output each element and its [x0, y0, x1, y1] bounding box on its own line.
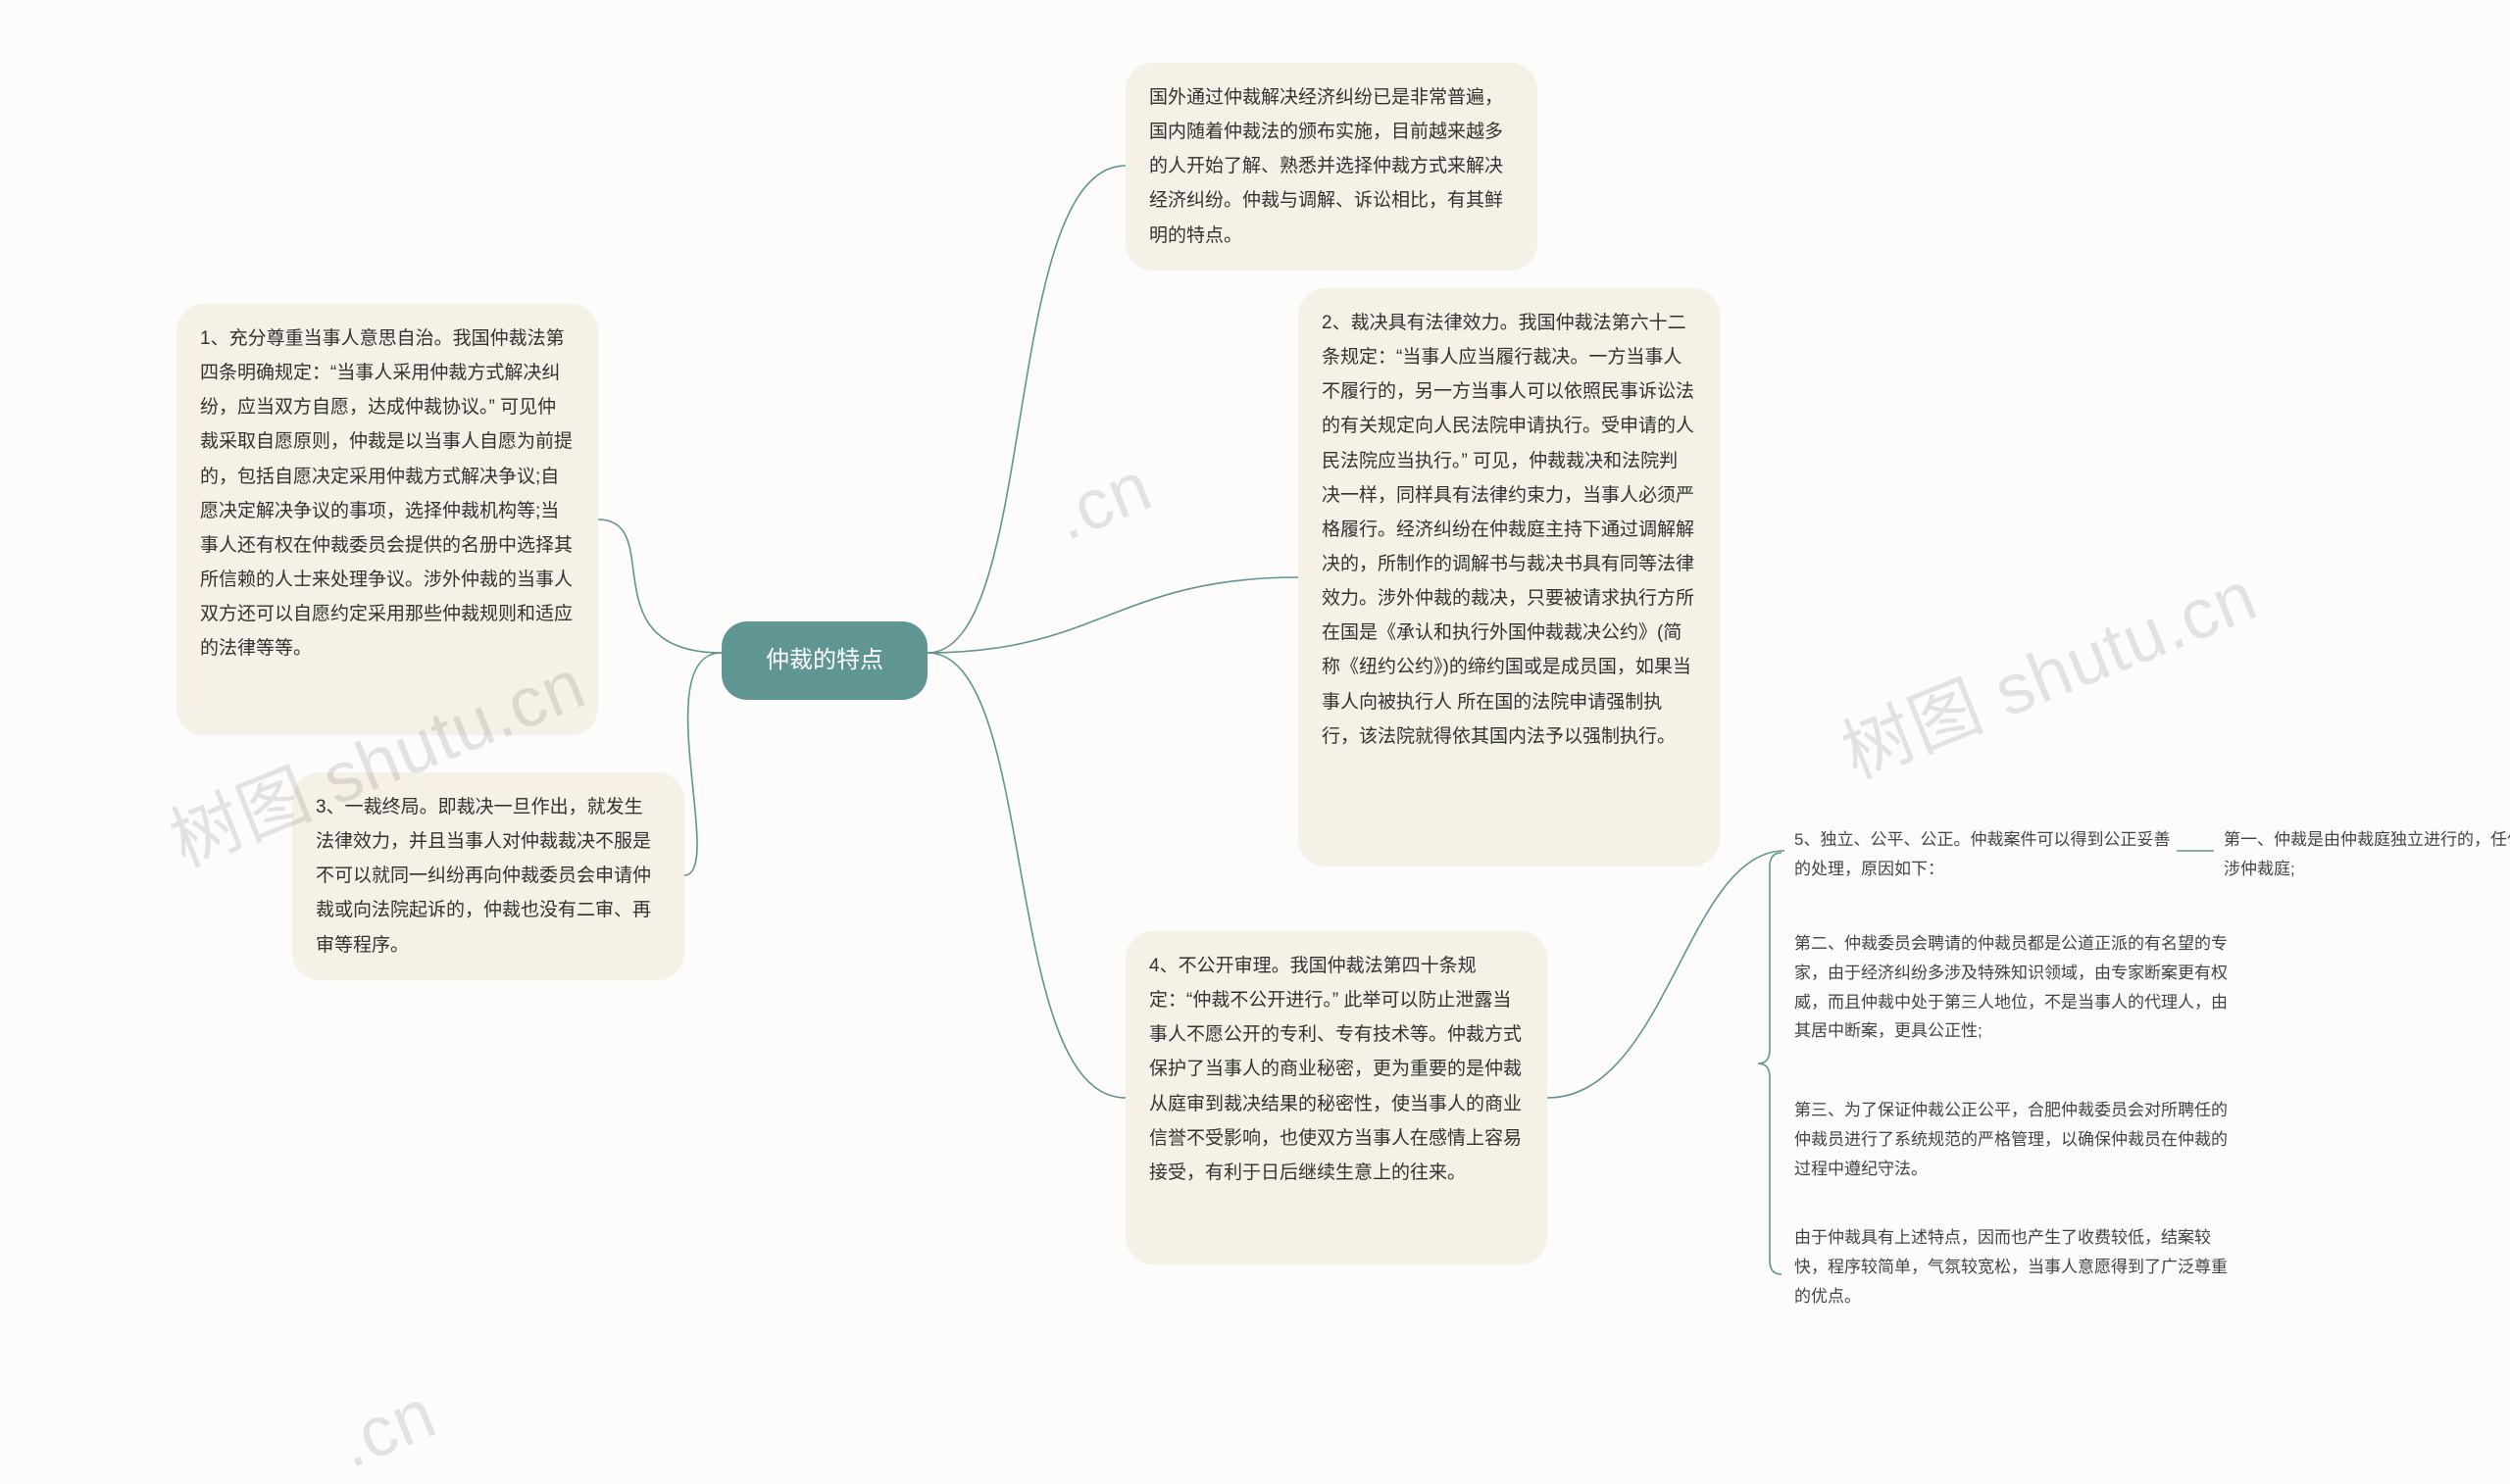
right-node-0: 国外通过仲裁解决经济纠纷已是非常普遍，国内随着仲裁法的颁布实施，目前越来越多的人… [1126, 63, 1537, 271]
watermark-3: .cn [326, 1373, 447, 1484]
left-node-1: 3、一裁终局。即裁决一旦作出，就发生法律效力，并且当事人对仲裁裁决不服是不可以就… [292, 772, 684, 980]
left-node-0: 1、充分尊重当事人意思自治。我国仲裁法第四条明确规定：“当事人采用仲裁方式解决纠… [176, 304, 598, 735]
leaf-3: 由于仲裁具有上述特点，因而也产生了收费较低，结案较快，程序较简单，气氛较宽松，当… [1794, 1223, 2235, 1311]
leaf-2: 第三、为了保证仲裁公正公平，合肥仲裁委员会对所聘任的仲裁员进行了系统规范的严格管… [1794, 1096, 2235, 1183]
right-node-1: 2、裁决具有法律效力。我国仲裁法第六十二条规定：“当事人应当履行裁决。一方当事人… [1298, 288, 1720, 866]
watermark-2: 树图 shutu.cn [1825, 538, 2270, 798]
watermark-1: .cn [1042, 446, 1163, 557]
right-node-2: 4、不公开审理。我国仲裁法第四十条规定：“仲裁不公开进行。” 此举可以防止泄露当… [1126, 931, 1547, 1264]
leaf-1: 第二、仲裁委员会聘请的仲裁员都是公道正派的有名望的专家，由于经济纠纷多涉及特殊知… [1794, 929, 2235, 1046]
leaf-0: 第一、仲裁是由仲裁庭独立进行的，任何机构和个人均不得干涉仲裁庭; [2224, 825, 2510, 884]
root-node: 仲裁的特点 [722, 621, 928, 700]
leaf-parent: 5、独立、公平、公正。仲裁案件可以得到公正妥善的处理，原因如下： [1794, 825, 2177, 884]
